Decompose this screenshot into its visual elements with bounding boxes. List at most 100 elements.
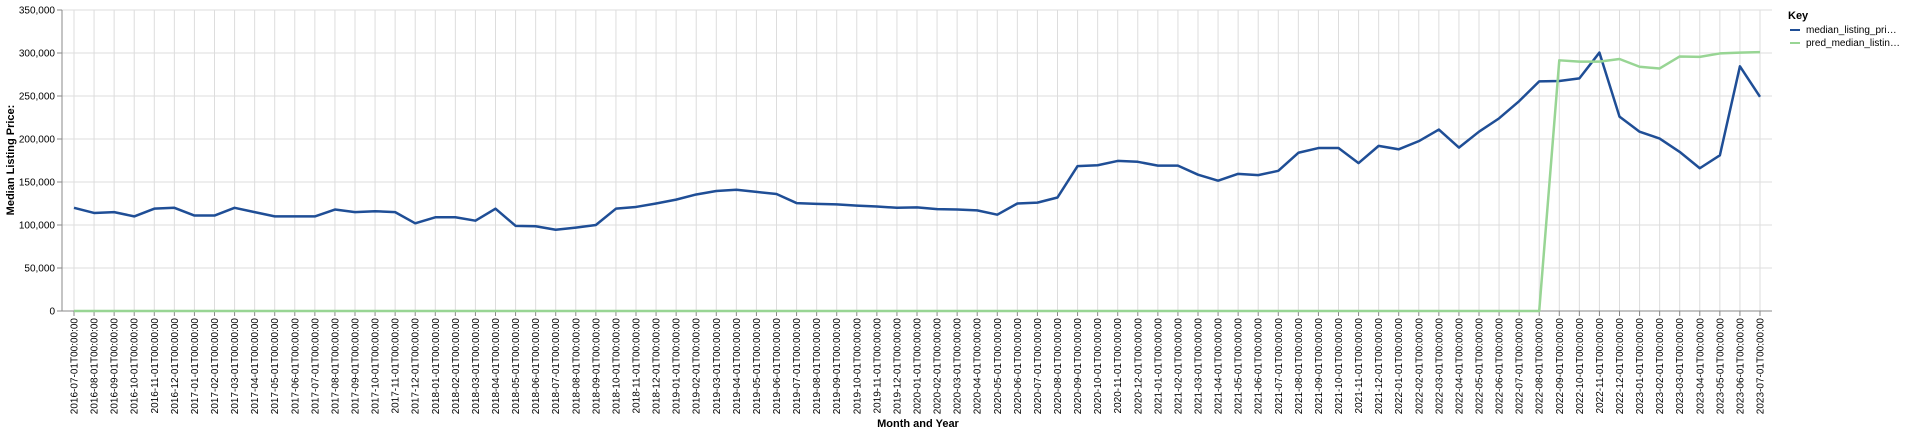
x-tick-label: 2016-08-01T00:00:00 — [90, 318, 101, 415]
y-tick-label: 350,000 — [19, 6, 56, 17]
x-tick-label: 2017-01-01T00:00:00 — [190, 318, 201, 415]
y-axis: 0 50,000 100,000 150,000 200,000 250,000 300,0… — [19, 6, 63, 318]
x-tick-label: 2017-06-01T00:00:00 — [290, 318, 301, 415]
x-tick-label: 2022-06-01T00:00:00 — [1495, 318, 1506, 415]
x-tick-label: 2020-05-01T00:00:00 — [993, 318, 1004, 415]
x-tick-label: 2016-11-01T00:00:00 — [150, 318, 161, 414]
x-tick-label: 2023-03-01T00:00:00 — [1675, 318, 1686, 415]
x-tick-label: 2017-03-01T00:00:00 — [230, 318, 241, 415]
y-tick-label: 200,000 — [19, 135, 56, 146]
x-tick-label: 2023-01-01T00:00:00 — [1635, 318, 1646, 415]
x-tick-label: 2019-05-01T00:00:00 — [752, 318, 763, 415]
x-tick-label: 2021-10-01T00:00:00 — [1334, 318, 1345, 415]
x-tick-label: 2020-06-01T00:00:00 — [1013, 318, 1024, 415]
x-tick-label: 2020-12-01T00:00:00 — [1133, 318, 1144, 415]
x-tick-label: 2019-04-01T00:00:00 — [732, 318, 743, 415]
x-tick-label: 2021-01-01T00:00:00 — [1153, 318, 1164, 415]
legend-label-1: median_listing_pri… — [1806, 25, 1897, 36]
x-axis-title: Month and Year — [877, 418, 959, 430]
x-tick-label: 2020-07-01T00:00:00 — [1033, 318, 1044, 415]
x-tick-label: 2019-02-01T00:00:00 — [692, 318, 703, 415]
x-tick-label: 2022-05-01T00:00:00 — [1475, 318, 1486, 415]
x-axis: 2016-07-01T00:00:00 2016-08-01T00:00:00 20… — [62, 310, 1772, 415]
legend: Key median_listing_pri… pred_median_listi… — [1788, 10, 1900, 49]
y-tick-label: 50,000 — [24, 264, 55, 275]
y-tick-label: 150,000 — [19, 178, 56, 189]
x-tick-label: 2021-08-01T00:00:00 — [1294, 318, 1305, 415]
x-tick-label: 2021-05-01T00:00:00 — [1234, 318, 1245, 415]
x-tick-label: 2017-02-01T00:00:00 — [210, 318, 221, 415]
x-tick-label: 2020-09-01T00:00:00 — [1073, 318, 1084, 415]
x-tick-label: 2019-03-01T00:00:00 — [712, 318, 723, 415]
gridlines — [62, 9, 1772, 312]
x-tick-label: 2019-07-01T00:00:00 — [792, 318, 803, 415]
x-tick-label: 2020-01-01T00:00:00 — [913, 318, 924, 415]
x-tick-label: 2021-09-01T00:00:00 — [1314, 318, 1325, 415]
x-tick-label: 2016-12-01T00:00:00 — [170, 318, 181, 415]
x-tick-label: 2021-06-01T00:00:00 — [1254, 318, 1265, 415]
x-tick-label: 2023-02-01T00:00:00 — [1655, 318, 1666, 415]
x-tick-label: 2018-09-01T00:00:00 — [591, 318, 602, 415]
x-tick-label: 2023-06-01T00:00:00 — [1735, 318, 1746, 415]
legend-label-2: pred_median_listin… — [1806, 38, 1900, 49]
series-line-2 — [74, 50, 1761, 313]
x-tick-label: 2020-11-01T00:00:00 — [1113, 318, 1124, 414]
x-tick-label: 2016-07-01T00:00:00 — [70, 318, 81, 415]
x-tick-label: 2022-10-01T00:00:00 — [1575, 318, 1586, 415]
x-tick-label: 2022-09-01T00:00:00 — [1555, 318, 1566, 415]
x-tick-label: 2018-12-01T00:00:00 — [652, 318, 663, 415]
x-tick-label: 2016-10-01T00:00:00 — [130, 318, 141, 415]
x-tick-label: 2019-10-01T00:00:00 — [852, 318, 863, 415]
x-tick-label: 2018-02-01T00:00:00 — [451, 318, 462, 415]
x-tick-label: 2022-12-01T00:00:00 — [1615, 318, 1626, 415]
x-tick-label: 2017-05-01T00:00:00 — [270, 318, 281, 415]
x-tick-label: 2019-09-01T00:00:00 — [832, 318, 843, 415]
x-tick-label: 2022-04-01T00:00:00 — [1454, 318, 1465, 415]
x-tick-label: 2018-06-01T00:00:00 — [531, 318, 542, 415]
series-line-1 — [73, 51, 1762, 231]
x-tick-label: 2022-03-01T00:00:00 — [1434, 318, 1445, 415]
x-tick-label: 2021-03-01T00:00:00 — [1194, 318, 1205, 415]
x-tick-label: 2021-11-01T00:00:00 — [1354, 318, 1365, 414]
x-tick-label: 2021-07-01T00:00:00 — [1274, 318, 1285, 415]
x-tick-label: 2017-10-01T00:00:00 — [371, 318, 382, 415]
y-tick-label: 250,000 — [19, 92, 56, 103]
x-tick-label: 2021-12-01T00:00:00 — [1374, 318, 1385, 415]
x-tick-label: 2016-09-01T00:00:00 — [110, 318, 121, 415]
x-tick-label: 2018-01-01T00:00:00 — [431, 318, 442, 415]
x-tick-label: 2020-02-01T00:00:00 — [933, 318, 944, 415]
x-tick-label: 2020-08-01T00:00:00 — [1053, 318, 1064, 415]
x-tick-label: 2018-07-01T00:00:00 — [551, 318, 562, 415]
x-tick-label: 2021-04-01T00:00:00 — [1214, 318, 1225, 415]
series-lines — [73, 50, 1762, 313]
x-tick-label: 2019-06-01T00:00:00 — [772, 318, 783, 415]
x-tick-label: 2018-03-01T00:00:00 — [471, 318, 482, 415]
y-tick-label: 0 — [49, 307, 55, 318]
x-tick-label: 2017-12-01T00:00:00 — [411, 318, 422, 415]
x-tick-label: 2017-11-01T00:00:00 — [391, 318, 402, 414]
x-tick-label: 2022-02-01T00:00:00 — [1414, 318, 1425, 415]
x-tick-label: 2023-04-01T00:00:00 — [1695, 318, 1706, 415]
x-tick-label: 2018-10-01T00:00:00 — [611, 318, 622, 415]
x-tick-label: 2023-05-01T00:00:00 — [1715, 318, 1726, 415]
x-tick-label: 2022-08-01T00:00:00 — [1535, 318, 1546, 415]
x-tick-label: 2020-10-01T00:00:00 — [1093, 318, 1104, 415]
x-tick-label: 2020-03-01T00:00:00 — [953, 318, 964, 415]
x-tick-label: 2018-04-01T00:00:00 — [491, 318, 502, 415]
y-tick-label: 300,000 — [19, 49, 56, 60]
y-axis-title: Median Listing Price: — [5, 105, 17, 216]
x-tick-label: 2019-12-01T00:00:00 — [892, 318, 903, 415]
x-tick-label: 2017-08-01T00:00:00 — [330, 318, 341, 415]
x-tick-label: 2022-07-01T00:00:00 — [1515, 318, 1526, 415]
x-tick-label: 2019-11-01T00:00:00 — [872, 318, 883, 414]
x-tick-label: 2021-02-01T00:00:00 — [1173, 318, 1184, 415]
x-tick-label: 2018-11-01T00:00:00 — [632, 318, 643, 414]
x-tick-label: 2017-07-01T00:00:00 — [310, 318, 321, 415]
x-tick-label: 2022-11-01T00:00:00 — [1595, 318, 1606, 414]
x-tick-label: 2017-04-01T00:00:00 — [250, 318, 261, 415]
x-tick-label: 2023-07-01T00:00:00 — [1756, 318, 1767, 415]
x-tick-label: 2022-01-01T00:00:00 — [1394, 318, 1405, 415]
x-tick-label: 2017-09-01T00:00:00 — [351, 318, 362, 415]
x-tick-label: 2018-08-01T00:00:00 — [571, 318, 582, 415]
